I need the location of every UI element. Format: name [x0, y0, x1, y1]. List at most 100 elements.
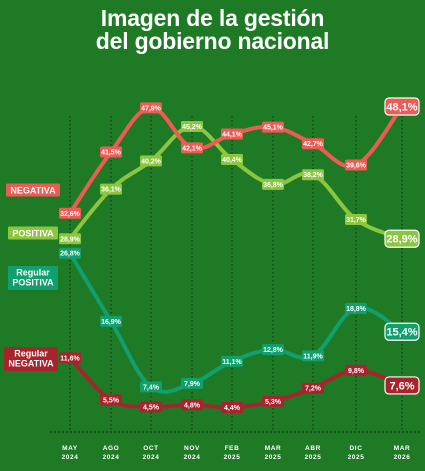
legend-label: NEGATIVA — [8, 359, 54, 369]
data-label-box — [59, 233, 81, 245]
data-label: 45,2% — [181, 120, 203, 132]
x-tick-label: MAR — [394, 445, 411, 452]
data-label-text: 39,6% — [346, 163, 367, 170]
data-label-text: 40,2% — [141, 158, 162, 165]
data-label-box — [59, 247, 81, 259]
data-label: 42,1% — [181, 142, 203, 154]
x-axis: MAY 2024 AGO 2024 OCT 2024 NOV 2024 FEB 2025 MAR 20… — [62, 445, 411, 461]
data-label-box — [140, 102, 162, 114]
data-label: 4,8% — [181, 399, 203, 411]
data-label-box — [221, 128, 243, 140]
data-label-box — [221, 355, 243, 367]
data-label-box — [384, 322, 420, 341]
data-label: 40,4% — [221, 154, 243, 166]
data-label-text: 11,1% — [222, 359, 242, 366]
legend-label: Regular — [14, 349, 48, 359]
x-tick-label-year: 2025 — [265, 454, 282, 461]
data-label-text: 40,4% — [222, 157, 243, 164]
data-labels: 11,6% 5,5% 4,5% 4,8% 4,4% 5,3% 7,2% 9,8% 7,6% 26,… — [59, 97, 420, 413]
data-label: 7,6% — [384, 376, 420, 395]
data-label-text: 5,3% — [265, 399, 282, 406]
data-label: 39,6% — [345, 159, 367, 171]
data-label: 28,9% — [59, 233, 81, 245]
data-label-box — [100, 394, 122, 406]
data-label-text: 5,5% — [103, 397, 120, 404]
legend-label: POSITIVA — [12, 229, 54, 239]
data-label-text: 44,1% — [222, 132, 243, 139]
chart-title-line-2: del gobierno nacional — [95, 28, 330, 54]
data-label-box — [345, 364, 367, 376]
data-label: 7,4% — [140, 381, 162, 393]
data-label: 28,9% — [384, 229, 420, 248]
legend-swatch — [4, 347, 58, 371]
data-label: 11,1% — [221, 355, 243, 367]
data-label: 18,8% — [345, 302, 367, 314]
data-label: 36,1% — [100, 183, 122, 195]
data-label: 9,8% — [345, 364, 367, 376]
data-label: 31,7% — [345, 213, 367, 225]
data-label-text: 7,6% — [389, 380, 414, 392]
data-label-text: 47,9% — [141, 105, 162, 112]
data-label-text: 45,2% — [182, 124, 203, 131]
legend-swatch — [6, 183, 60, 197]
data-label: 44,1% — [221, 128, 243, 140]
data-label: 4,4% — [221, 402, 243, 413]
data-label-text: 4,5% — [143, 404, 160, 411]
data-label-box — [221, 154, 243, 166]
data-label-text: 42,7% — [303, 141, 324, 148]
data-label-box — [140, 401, 162, 413]
x-tick-label: OCT — [143, 445, 159, 452]
data-label: 32,6% — [59, 207, 81, 219]
x-tick-label-year: 2024 — [62, 454, 79, 461]
data-label-text: 38,2% — [303, 172, 324, 179]
data-label-box — [100, 146, 122, 158]
data-label-box — [221, 402, 243, 413]
data-label-box — [302, 382, 324, 394]
data-label-box — [181, 120, 203, 132]
data-label-text: 15,4% — [386, 327, 417, 339]
data-label: 12,8% — [262, 344, 284, 356]
data-label-box — [302, 350, 324, 362]
data-label-box — [181, 399, 203, 411]
data-label-text: 32,6% — [60, 211, 81, 218]
data-label-box — [59, 207, 81, 219]
legend-swatch — [8, 226, 58, 240]
data-label: 11,6% — [59, 352, 81, 364]
x-tick-label-year: 2024 — [103, 454, 120, 461]
x-tick-label: FEB — [225, 445, 240, 452]
data-label-text: 4,4% — [224, 405, 241, 412]
data-label-box — [140, 381, 162, 393]
data-label-box — [345, 213, 367, 225]
data-label-box — [262, 178, 284, 190]
x-tick-label-year: 2025 — [348, 454, 365, 461]
data-label-box — [262, 395, 284, 407]
x-tick-label: AGO — [103, 445, 120, 452]
data-label: 4,5% — [140, 401, 162, 413]
x-tick-label-year: 2026 — [394, 454, 411, 461]
data-label-text: 26,8% — [60, 251, 81, 258]
data-label-text: 48,1% — [386, 101, 417, 113]
data-label: 5,3% — [262, 395, 284, 407]
legend-label: POSITIVA — [12, 278, 54, 288]
data-label-box — [345, 302, 367, 314]
x-tick-label: ABR — [305, 445, 321, 452]
data-label-text: 18,8% — [346, 306, 367, 313]
x-tick-label-year: 2025 — [224, 454, 241, 461]
x-tick-label-year: 2024 — [184, 454, 201, 461]
data-label-box — [384, 229, 420, 248]
data-label-box — [100, 183, 122, 195]
data-label-box — [302, 138, 324, 150]
data-label-text: 36,8% — [263, 182, 284, 189]
data-label-text: 45,1% — [263, 125, 284, 132]
data-label-text: 31,7% — [346, 217, 367, 224]
data-label: 15,4% — [384, 322, 420, 341]
x-tick-label: NOV — [184, 445, 200, 452]
legend-item-negativa: NEGATIVA — [6, 183, 60, 197]
data-label: 7,2% — [302, 382, 324, 394]
data-label-text: 4,8% — [184, 402, 201, 409]
data-label-box — [384, 97, 420, 116]
data-label: 40,2% — [140, 155, 162, 167]
data-label-text: 28,9% — [386, 234, 417, 246]
